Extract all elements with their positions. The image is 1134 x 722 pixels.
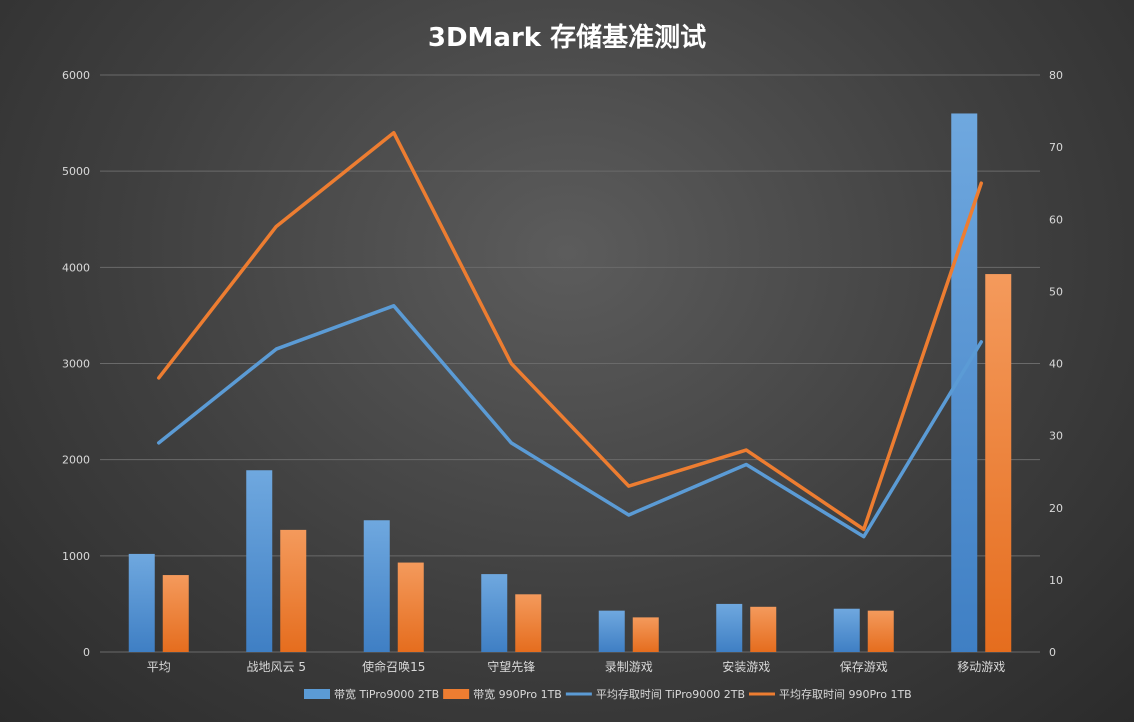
x-tick-label: 录制游戏 — [605, 660, 653, 674]
bar — [162, 575, 189, 652]
bar — [716, 603, 743, 652]
y-left-tick-label: 1000 — [62, 550, 90, 563]
bar — [363, 520, 390, 652]
bars-layer — [128, 113, 1012, 652]
legend-swatch — [443, 689, 470, 699]
bar — [280, 529, 307, 652]
lines-layer — [157, 130, 983, 539]
y-right-tick-label: 40 — [1049, 358, 1063, 371]
x-tick-label: 使命召唤15 — [362, 659, 425, 674]
legend-entry: 平均存取时间 990Pro 1TB — [779, 687, 912, 701]
bar — [632, 617, 659, 652]
bar — [515, 594, 542, 652]
bar — [128, 553, 155, 652]
bar — [985, 274, 1012, 652]
legend-entry: 带宽 990Pro 1TB — [473, 687, 562, 701]
grid-layer — [100, 74, 1040, 653]
x-tick-label: 保存游戏 — [840, 660, 888, 674]
y-right-tick-label: 60 — [1049, 213, 1063, 226]
bar — [598, 610, 625, 652]
axis-layer: 0 1000 2000 3000 4000 5000 6000 0 10 20 30 40 50 60 70… — [62, 69, 1063, 674]
x-tick-label: 安装游戏 — [722, 659, 770, 674]
y-right-tick-label: 50 — [1049, 285, 1063, 298]
y-right-tick-label: 70 — [1049, 141, 1063, 154]
chart-title: 3DMark 存储基准测试 — [428, 22, 706, 53]
legend-entry: 平均存取时间 TiPro9000 2TB — [596, 687, 745, 701]
y-right-tick-label: 30 — [1049, 430, 1063, 443]
x-tick-label: 移动游戏 — [957, 660, 1005, 674]
bar — [481, 574, 508, 652]
y-left-tick-label: 6000 — [62, 69, 90, 82]
x-tick-label: 战地风云 5 — [247, 660, 306, 674]
x-tick-label: 平均 — [147, 660, 171, 674]
y-right-tick-label: 0 — [1049, 646, 1056, 659]
bar — [867, 610, 894, 652]
legend-swatch — [304, 689, 330, 699]
series-line — [157, 130, 983, 532]
y-left-tick-label: 2000 — [62, 454, 90, 467]
y-right-tick-label: 20 — [1049, 502, 1063, 515]
y-left-tick-label: 0 — [83, 646, 90, 659]
bar — [750, 606, 777, 652]
x-tick-label: 守望先锋 — [487, 660, 535, 674]
bar — [246, 470, 273, 652]
y-right-tick-label: 80 — [1049, 69, 1063, 82]
legend: 带宽 TiPro9000 2TB 带宽 990Pro 1TB 平均存取时间 TiPr… — [304, 687, 912, 701]
y-left-tick-label: 4000 — [62, 261, 90, 274]
legend-entry: 带宽 TiPro9000 2TB — [334, 687, 439, 701]
bar — [397, 562, 424, 652]
y-left-tick-label: 3000 — [62, 358, 90, 371]
bar — [833, 608, 860, 652]
y-left-tick-label: 5000 — [62, 165, 90, 178]
series-line — [157, 304, 983, 539]
y-right-tick-label: 10 — [1049, 574, 1063, 587]
